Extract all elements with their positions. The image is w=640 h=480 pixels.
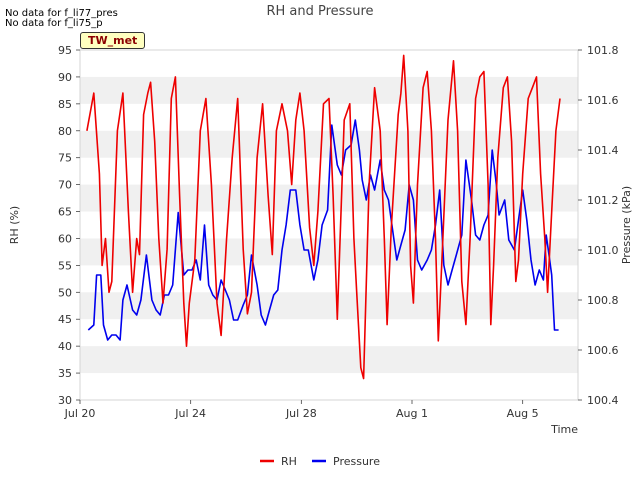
x-axis-label: Time [550, 423, 578, 436]
series-line-pressure [87, 119, 559, 341]
x-tick-label: Aug 1 [396, 407, 428, 420]
y2-tick-label: 101.2 [587, 194, 619, 207]
y-tick-label: 80 [58, 125, 72, 138]
y-tick-label: 30 [58, 394, 72, 407]
y2-tick-label: 100.8 [587, 294, 619, 307]
right-axis: 100.4 100.6 100.8 101.0 101.2 101.4 101.6 101.8 [578, 44, 619, 407]
y-tick-label: 35 [58, 367, 72, 380]
grid-band [80, 346, 578, 374]
x-axis: Jul 20 Jul 24 Jul 28 Aug 1 Aug 5 [64, 400, 539, 420]
x-tick-label: Aug 5 [507, 407, 539, 420]
y-axis-label: RH (%) [8, 206, 21, 244]
y-tick-label: 40 [58, 340, 72, 353]
y2-tick-label: 101.6 [587, 94, 619, 107]
x-tick-label: Jul 20 [64, 407, 96, 420]
legend-rh-label: RH [281, 455, 297, 468]
y2-tick-label: 101.4 [587, 144, 619, 157]
grid-band [80, 238, 578, 266]
y2-axis-label: Pressure (kPa) [620, 186, 633, 264]
grid-bands [80, 76, 578, 374]
y-tick-label: 55 [58, 259, 72, 272]
y-tick-label: 70 [58, 179, 72, 192]
x-tick-label: Jul 24 [174, 407, 206, 420]
legend: RH Pressure [260, 455, 380, 468]
y-tick-label: 50 [58, 286, 72, 299]
y-tick-label: 90 [58, 71, 72, 84]
y-tick-label: 85 [58, 98, 72, 111]
series-layer [86, 54, 561, 380]
y-tick-label: 75 [58, 152, 72, 165]
y2-tick-label: 100.6 [587, 344, 619, 357]
plot-area [79, 49, 579, 401]
y-tick-label: 65 [58, 206, 72, 219]
chart-title: RH and Pressure [266, 4, 374, 19]
legend-pressure-label: Pressure [333, 455, 380, 468]
no-data-note-2: No data for f_li75_p [5, 18, 103, 29]
y2-tick-label: 100.4 [587, 394, 619, 407]
y-tick-label: 95 [58, 44, 72, 57]
left-axis: 30 35 40 45 50 55 60 65 70 75 80 85 90 95 [58, 44, 80, 407]
y-tick-label: 45 [58, 313, 72, 326]
x-tick-label: Jul 28 [285, 407, 317, 420]
series-line-rh [86, 54, 561, 380]
no-data-note-1: No data for f_li77_pres [5, 8, 118, 19]
grid-band [80, 130, 578, 158]
y-tick-label: 60 [58, 232, 72, 245]
y2-tick-label: 101.8 [587, 44, 619, 57]
y2-tick-label: 101.0 [587, 244, 619, 257]
station-badge: TW_met [80, 32, 146, 49]
